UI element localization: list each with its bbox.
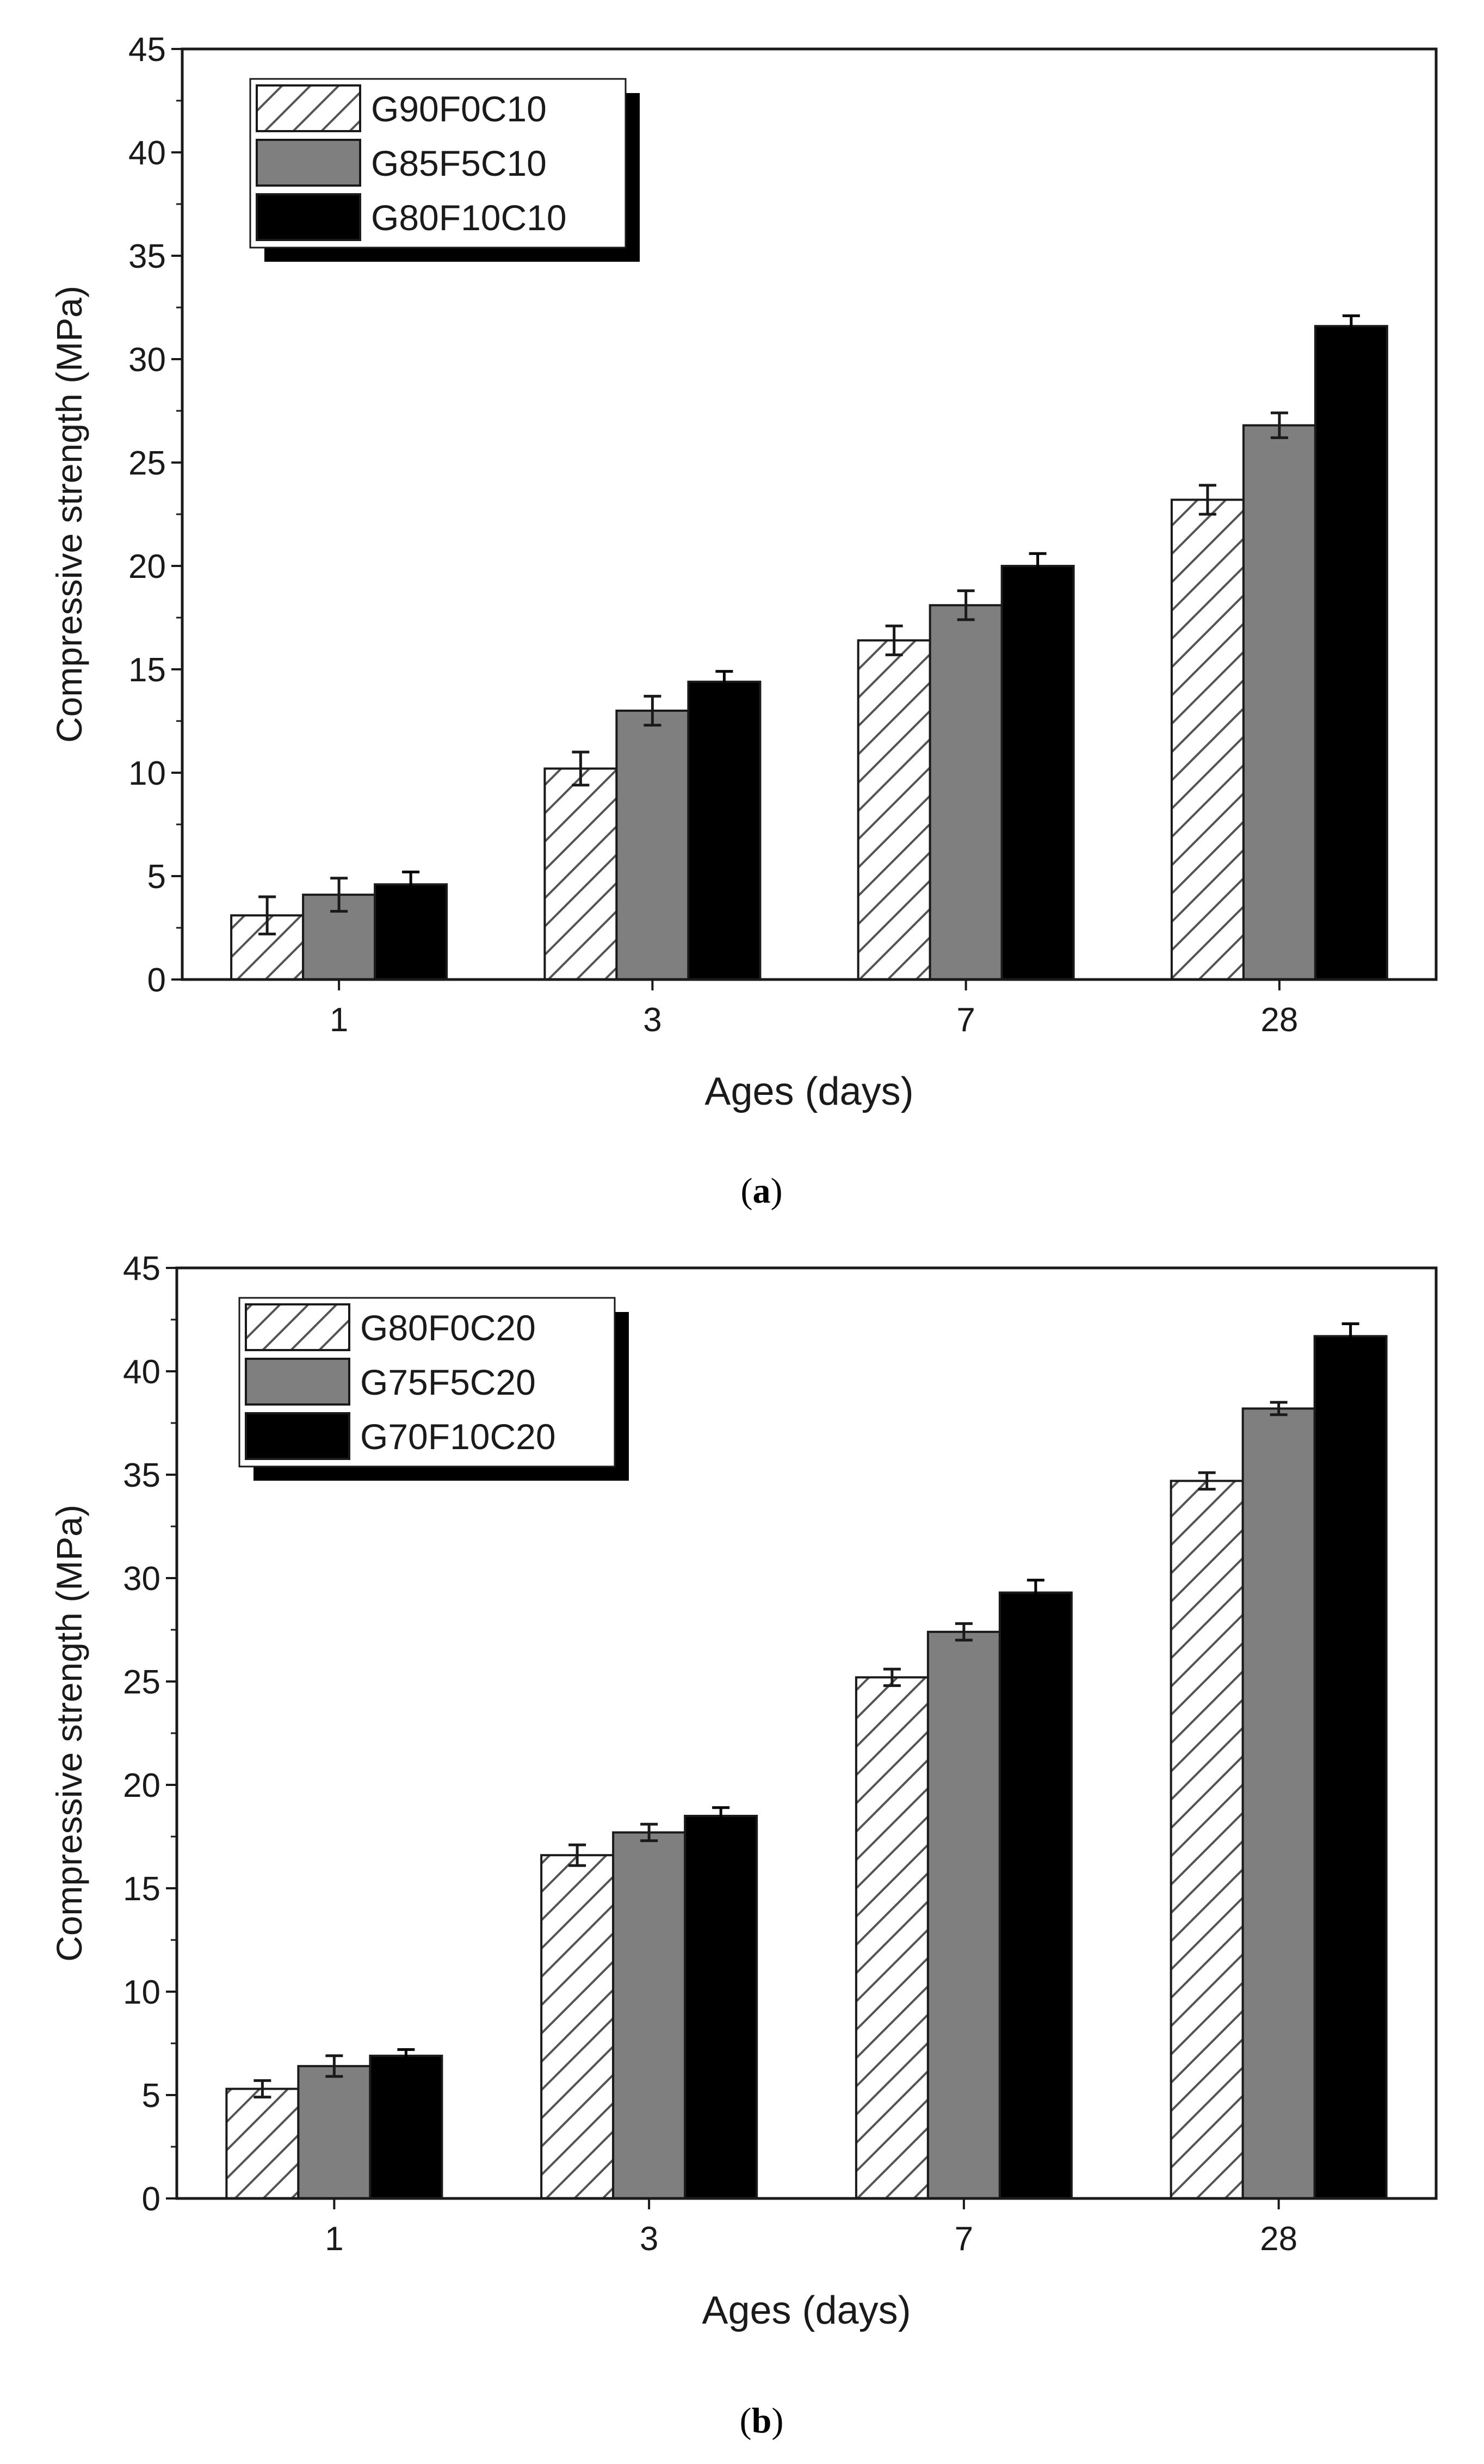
y-ticks-panel-a: 0 5 10 15 20 25 30 35 40 45 <box>128 31 182 999</box>
bar-G80F0C20-7 <box>855 1676 929 2200</box>
x-ticks-panel-a: 1 3 7 28 <box>330 980 1298 1039</box>
x-tick-label: 3 <box>643 1001 661 1039</box>
chart-panel-b: 0 5 10 15 20 25 30 35 40 45 1 3 7 28 G80F0C20 G75F5C2… <box>49 1250 1438 2441</box>
y-tick-label: 10 <box>128 755 166 792</box>
y-axis-label-panel-b: Compressive strength (MPa) <box>49 1505 89 1962</box>
bar-G70F10C20-3 <box>684 1815 758 2200</box>
y-ticks-panel-b: 0 5 10 15 20 25 30 35 40 45 <box>123 1250 177 2218</box>
bar-G80F0C20-3 <box>540 1854 615 2200</box>
y-tick-label: 45 <box>123 1250 160 1288</box>
bar-G80F0C20-28 <box>1170 1480 1244 2200</box>
legend-label: G85F5C10 <box>371 143 547 183</box>
y-tick-label: 15 <box>128 651 166 689</box>
x-tick-label: 1 <box>330 1001 348 1039</box>
caption-panel-b: (b) <box>740 2401 784 2441</box>
y-tick-label: 35 <box>128 238 166 275</box>
bar-G75F5C20-1 <box>297 2065 372 2200</box>
x-tick-label: 28 <box>1260 1001 1298 1039</box>
bar-G80F10C10-3 <box>687 680 762 981</box>
legend-label: G80F0C20 <box>360 1308 536 1348</box>
bar-G80F0C20-1 <box>225 2087 300 2200</box>
y-tick-label: 5 <box>147 858 166 896</box>
y-tick-label: 20 <box>123 1767 160 1804</box>
y-tick-label: 40 <box>123 1353 160 1391</box>
legend-panel-b: G80F0C20 G75F5C20 G70F10C20 <box>238 1297 629 1481</box>
bar-G70F10C20-28 <box>1313 1335 1388 2200</box>
bar-G80F10C10-28 <box>1314 325 1388 981</box>
bar-G70F10C20-1 <box>369 2054 443 2200</box>
legend-swatch-G70F10C20 <box>245 1412 350 1460</box>
x-ticks-panel-b: 1 3 7 28 <box>325 2198 1297 2258</box>
legend-swatch-G90F0C10 <box>256 84 361 132</box>
y-tick-label: 5 <box>142 2077 160 2115</box>
bar-G90F0C10-28 <box>1170 498 1245 981</box>
plot-frame-panel-a <box>181 47 1438 981</box>
bar-G85F5C10-3 <box>615 710 690 981</box>
x-tick-label: 7 <box>955 2220 973 2258</box>
plot-frame-panel-b <box>175 1266 1438 2200</box>
bar-G75F5C20-28 <box>1241 1407 1316 2200</box>
x-axis-label-panel-a: Ages (days) <box>704 1070 913 1113</box>
legend-label: G70F10C20 <box>360 1416 556 1457</box>
legend-swatch-G80F0C20 <box>245 1303 350 1351</box>
y-tick-label: 25 <box>123 1664 160 1701</box>
y-tick-label: 45 <box>128 31 166 69</box>
legend-panel-a: G90F0C10 G85F5C10 G80F10C10 <box>249 78 640 262</box>
x-tick-label: 3 <box>640 2220 658 2258</box>
caption-panel-a: (a) <box>741 1171 783 1211</box>
bar-G75F5C20-3 <box>612 1831 687 2200</box>
bar-G85F5C10-28 <box>1242 424 1316 981</box>
legend-label: G80F10C10 <box>371 198 567 238</box>
x-axis-label-panel-b: Ages (days) <box>702 2289 911 2332</box>
y-tick-label: 40 <box>128 134 166 172</box>
y-tick-label: 30 <box>128 341 166 379</box>
bar-G75F5C20-7 <box>926 1630 1001 2200</box>
bar-G90F0C10-7 <box>857 639 931 981</box>
bars-panel-b <box>225 1322 1388 2200</box>
legend-swatch-G75F5C20 <box>245 1358 350 1406</box>
y-tick-label: 25 <box>128 445 166 482</box>
legend-swatch-G85F5C10 <box>256 139 361 187</box>
y-tick-label: 30 <box>123 1560 160 1598</box>
bars-panel-a <box>230 314 1388 981</box>
y-tick-label: 0 <box>142 2180 160 2218</box>
chart-panel-a: 0 5 10 15 20 25 30 35 40 45 1 3 7 28 G90F0C10 G85F5C1… <box>49 31 1438 1211</box>
bar-G70F10C20-7 <box>998 1591 1073 2200</box>
legend-label: G75F5C20 <box>360 1362 536 1402</box>
bar-G85F5C10-7 <box>929 604 1003 981</box>
bar-G80F10C10-1 <box>374 883 448 981</box>
legend-swatch-G80F10C10 <box>256 193 361 241</box>
y-tick-label: 15 <box>123 1870 160 1908</box>
y-tick-label: 20 <box>128 548 166 586</box>
x-tick-label: 28 <box>1260 2220 1297 2258</box>
x-tick-label: 7 <box>956 1001 975 1039</box>
legend-label: G90F0C10 <box>371 89 547 129</box>
bar-G80F10C10-7 <box>1000 565 1075 981</box>
y-tick-label: 0 <box>147 962 166 999</box>
y-axis-label-panel-a: Compressive strength (MPa) <box>49 286 89 743</box>
x-tick-label: 1 <box>325 2220 343 2258</box>
y-tick-label: 10 <box>123 1974 160 2011</box>
bar-G90F0C10-3 <box>543 767 618 981</box>
y-tick-label: 35 <box>123 1457 160 1494</box>
